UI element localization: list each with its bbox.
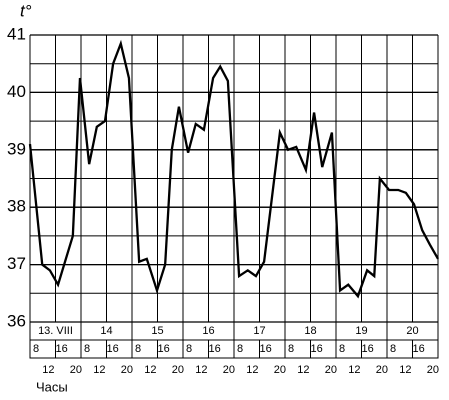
day-label: 19 <box>355 325 367 337</box>
day-label: 17 <box>253 325 265 337</box>
hour-label: 16 <box>106 343 118 355</box>
hour-label: 16 <box>55 343 67 355</box>
hour-label: 8 <box>288 343 294 355</box>
hour-label: 20 <box>70 364 82 376</box>
hour-label: 8 <box>339 343 345 355</box>
y-tick-label: 39 <box>7 139 26 158</box>
y-tick-label: 38 <box>7 197 26 216</box>
hour-label: 20 <box>325 364 337 376</box>
hour-label: 12 <box>42 364 54 376</box>
hour-label: 20 <box>376 364 388 376</box>
day-label: 18 <box>304 325 316 337</box>
hour-label: 16 <box>361 343 373 355</box>
y-axis-label: t° <box>20 1 32 20</box>
hour-label: 16 <box>157 343 169 355</box>
hour-label: 8 <box>135 343 141 355</box>
y-tick-label: 37 <box>7 254 26 273</box>
x-axis-label: Часы <box>36 379 68 394</box>
hour-label: 12 <box>93 364 105 376</box>
hour-label: 8 <box>33 343 39 355</box>
hour-label: 16 <box>412 343 424 355</box>
hour-label: 8 <box>84 343 90 355</box>
hour-label: 20 <box>427 364 439 376</box>
hour-label: 16 <box>310 343 322 355</box>
hour-label: 12 <box>246 364 258 376</box>
hour-label: 8 <box>186 343 192 355</box>
hour-label: 12 <box>144 364 156 376</box>
hour-label: 12 <box>195 364 207 376</box>
day-label: 16 <box>202 325 214 337</box>
hour-label: 20 <box>172 364 184 376</box>
day-label: 14 <box>100 325 112 337</box>
y-tick-label: 36 <box>7 311 26 330</box>
y-tick-label: 41 <box>7 24 26 43</box>
hour-label: 8 <box>390 343 396 355</box>
day-label: 20 <box>406 325 418 337</box>
temperature-line <box>28 39 439 299</box>
y-tick-label: 40 <box>7 82 26 101</box>
hour-label: 8 <box>237 343 243 355</box>
hour-label: 16 <box>259 343 271 355</box>
hour-label: 20 <box>274 364 286 376</box>
hour-label: 16 <box>208 343 220 355</box>
day-label: 13. VIII <box>38 325 73 337</box>
hour-label: 12 <box>348 364 360 376</box>
hour-label: 20 <box>223 364 235 376</box>
hour-label: 12 <box>399 364 411 376</box>
hour-label: 12 <box>297 364 309 376</box>
hour-label: 20 <box>121 364 133 376</box>
day-label: 15 <box>151 325 163 337</box>
